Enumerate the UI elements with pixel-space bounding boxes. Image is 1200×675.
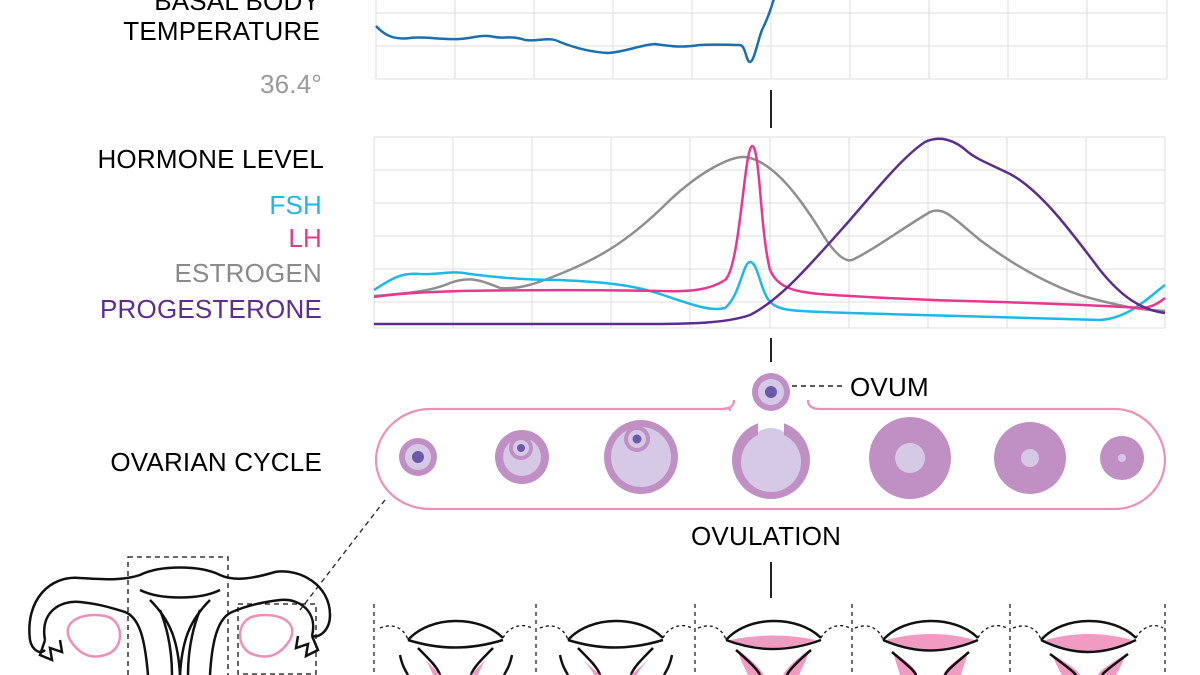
endometrium-panels xyxy=(373,604,1166,675)
lh-curve xyxy=(373,144,1166,310)
corpus-luteum-1 xyxy=(869,417,951,499)
temperature-title-line2: TEMPERATURE xyxy=(123,16,320,46)
corpus-albicans xyxy=(1100,436,1144,480)
legend-progesterone: PROGESTERONE xyxy=(100,294,322,324)
fsh-curve xyxy=(373,260,1166,322)
follicle-secondary xyxy=(495,430,549,484)
ovulation-label: OVULATION xyxy=(691,521,842,551)
uterus-anatomy xyxy=(28,556,332,675)
ovary-outline xyxy=(374,399,1167,511)
panel-dividers xyxy=(373,604,1166,675)
corpus-luteum-2 xyxy=(994,422,1066,494)
follicle-antral xyxy=(604,420,678,494)
ovum xyxy=(752,373,790,411)
progesterone-curve xyxy=(374,137,1166,326)
follicle-primary xyxy=(399,438,437,476)
endometrium-panel-2 xyxy=(539,619,693,675)
temperature-chart xyxy=(375,0,1168,80)
ovarian-cycle-title: OVARIAN CYCLE xyxy=(110,447,322,477)
ovary-outline-bracket-left xyxy=(721,399,736,411)
zoom-pointer xyxy=(299,499,386,611)
estrogen-curve xyxy=(373,155,1166,313)
follicle-ruptured xyxy=(732,418,810,499)
right-ovary xyxy=(238,613,294,658)
temperature-curve xyxy=(375,0,775,64)
left-ovary xyxy=(66,613,122,658)
endometrium-panel-1 xyxy=(379,619,533,675)
temperature-grid xyxy=(375,0,1168,80)
legend-estrogen: ESTROGEN xyxy=(174,258,322,288)
temperature-title-line1: BASAL BODY xyxy=(154,0,320,16)
legend-lh: LH xyxy=(288,223,322,253)
legend-fsh: FSH xyxy=(269,190,322,220)
endometrium-panel-3 xyxy=(697,619,851,675)
endometrium-panel-5 xyxy=(1012,619,1164,675)
temperature-low-value: 36.4° xyxy=(259,69,322,99)
endometrium-panel-4 xyxy=(854,619,1008,675)
hormone-chart xyxy=(373,136,1166,329)
ovarian-cycle-panel xyxy=(374,373,1167,511)
hormone-title: HORMONE LEVEL xyxy=(97,144,324,174)
ovum-label: OVUM xyxy=(850,372,929,402)
